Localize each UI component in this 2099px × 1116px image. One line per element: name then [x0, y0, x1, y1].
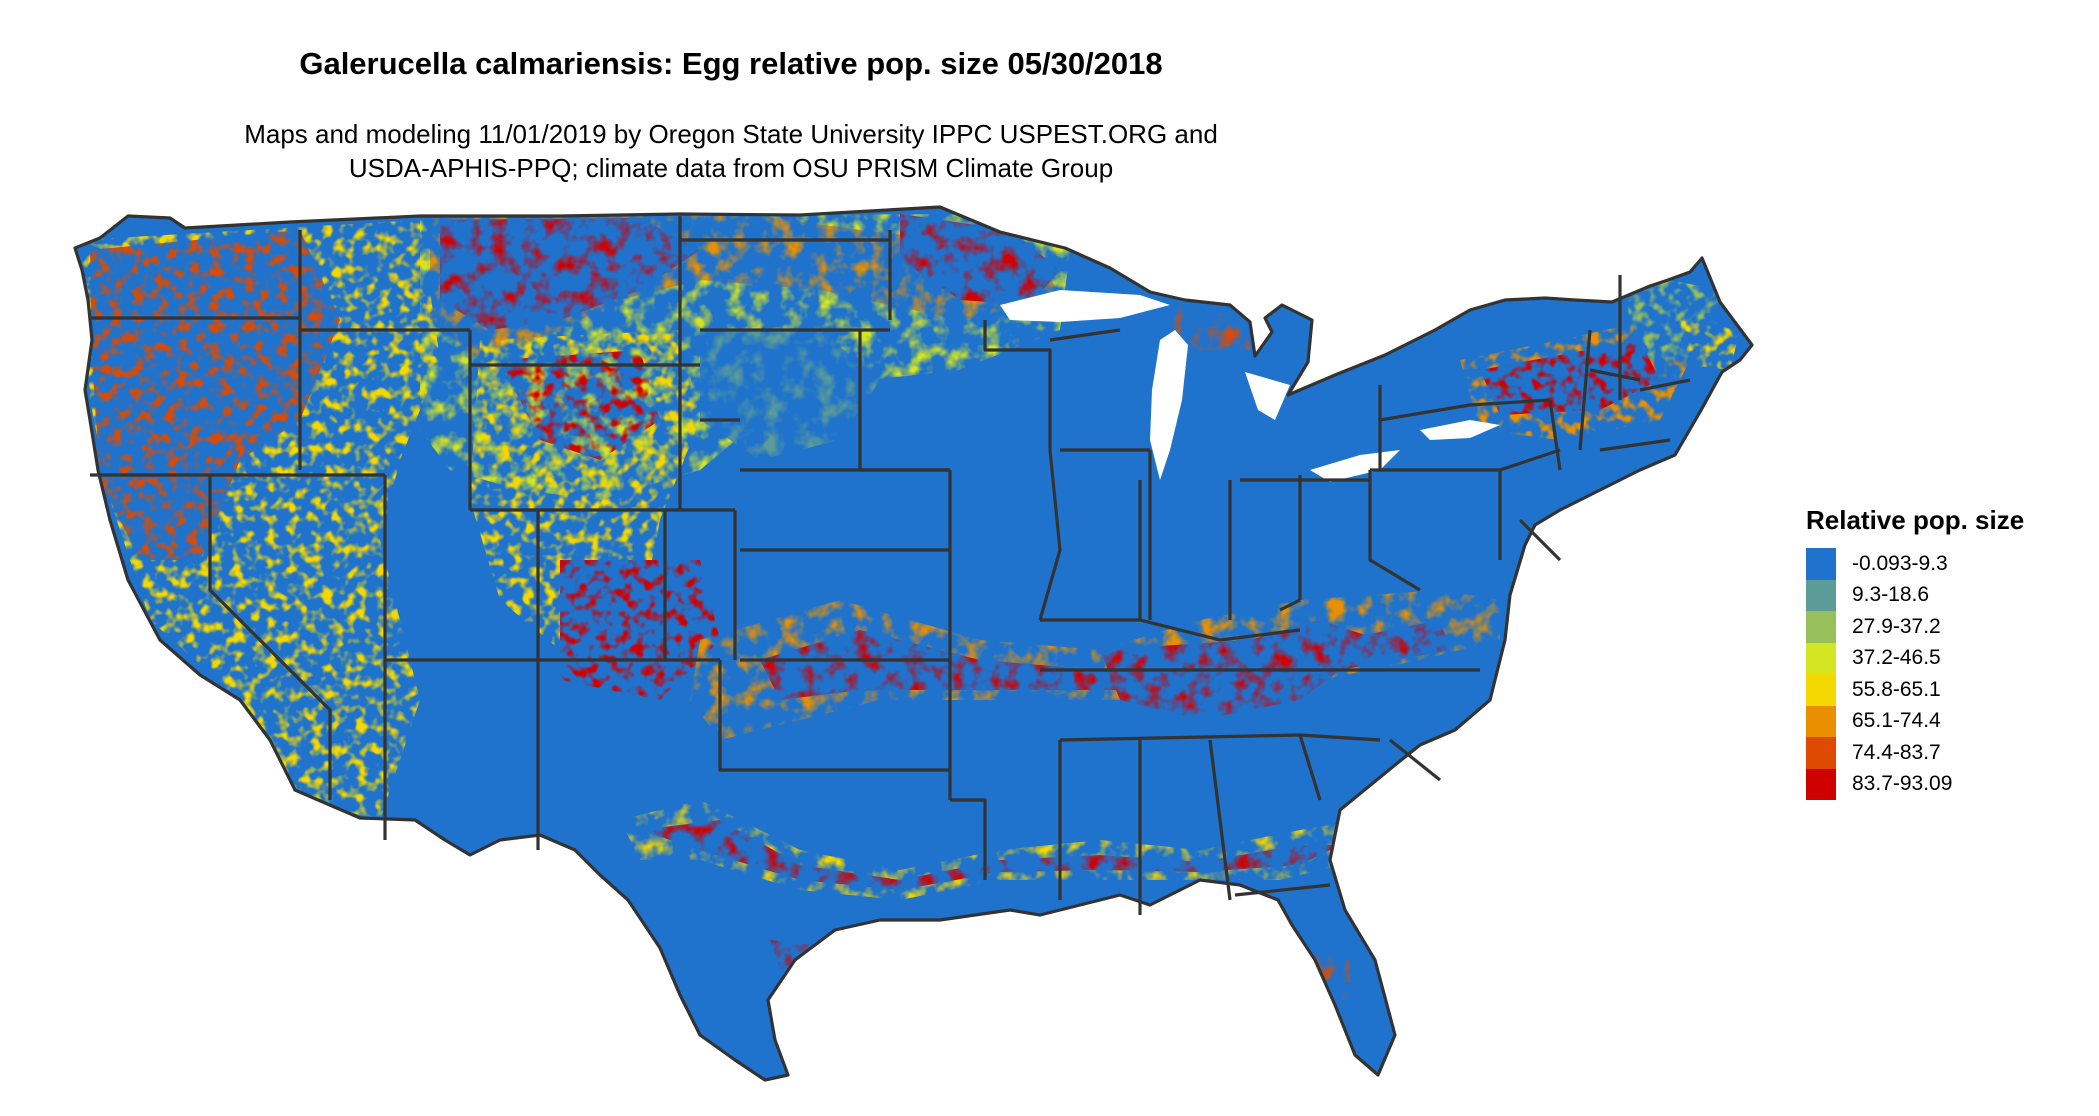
subtitle-line-2: USDA-APHIS-PPQ; climate data from OSU PR…: [348, 153, 1114, 183]
legend-item: 55.8-65.1: [1806, 674, 2024, 706]
us-map: [73, 205, 1754, 1082]
map-subtitle: Maps and modeling 11/01/2019 by Oregon S…: [0, 117, 1462, 185]
legend-label: 74.4-83.7: [1852, 740, 1941, 764]
legend: Relative pop. size -0.093-9.3 9.3-18.6 27.…: [1806, 505, 2024, 800]
legend-item: 37.2-46.5: [1806, 642, 2024, 674]
legend-label: 37.2-46.5: [1852, 646, 1941, 670]
legend-item: 27.9-37.2: [1806, 611, 2024, 643]
map-raster: [75, 207, 1752, 1080]
map-title: Galerucella calmariensis: Egg relative p…: [299, 46, 1163, 81]
legend-item: 83.7-93.09: [1806, 768, 2024, 800]
legend-item: 9.3-18.6: [1806, 579, 2024, 611]
legend-label: 83.7-93.09: [1852, 772, 1953, 796]
legend-item: 65.1-74.4: [1806, 705, 2024, 737]
state-borders: [73, 205, 1754, 1082]
legend-item: -0.093-9.3: [1806, 548, 2024, 580]
legend-label: 27.9-37.2: [1852, 614, 1941, 638]
legend-items: -0.093-9.3 9.3-18.6 27.9-37.2 37.2-46.5 55.8…: [1806, 548, 2024, 800]
western-mountains: [80, 220, 720, 820]
legend-swatch: [1806, 674, 1836, 706]
legend-label: -0.093-9.3: [1852, 551, 1948, 575]
legend-swatch: [1806, 579, 1836, 611]
legend-title: Relative pop. size: [1806, 505, 2025, 535]
legend-label: 65.1-74.4: [1852, 709, 1941, 733]
great-lakes: [1000, 290, 1500, 482]
legend-swatch: [1806, 611, 1836, 643]
northeast-region: [1460, 270, 1740, 440]
legend-swatch: [1806, 737, 1836, 769]
legend-swatch: [1806, 705, 1836, 737]
legend-label: 55.8-65.1: [1852, 677, 1941, 701]
legend-swatch: [1806, 642, 1836, 674]
legend-item: 74.4-83.7: [1806, 737, 2024, 769]
legend-label: 9.3-18.6: [1852, 583, 1930, 607]
legend-swatch: [1806, 768, 1836, 800]
legend-swatch: [1806, 548, 1836, 580]
subtitle-line-1: Maps and modeling 11/01/2019 by Oregon S…: [244, 119, 1218, 149]
